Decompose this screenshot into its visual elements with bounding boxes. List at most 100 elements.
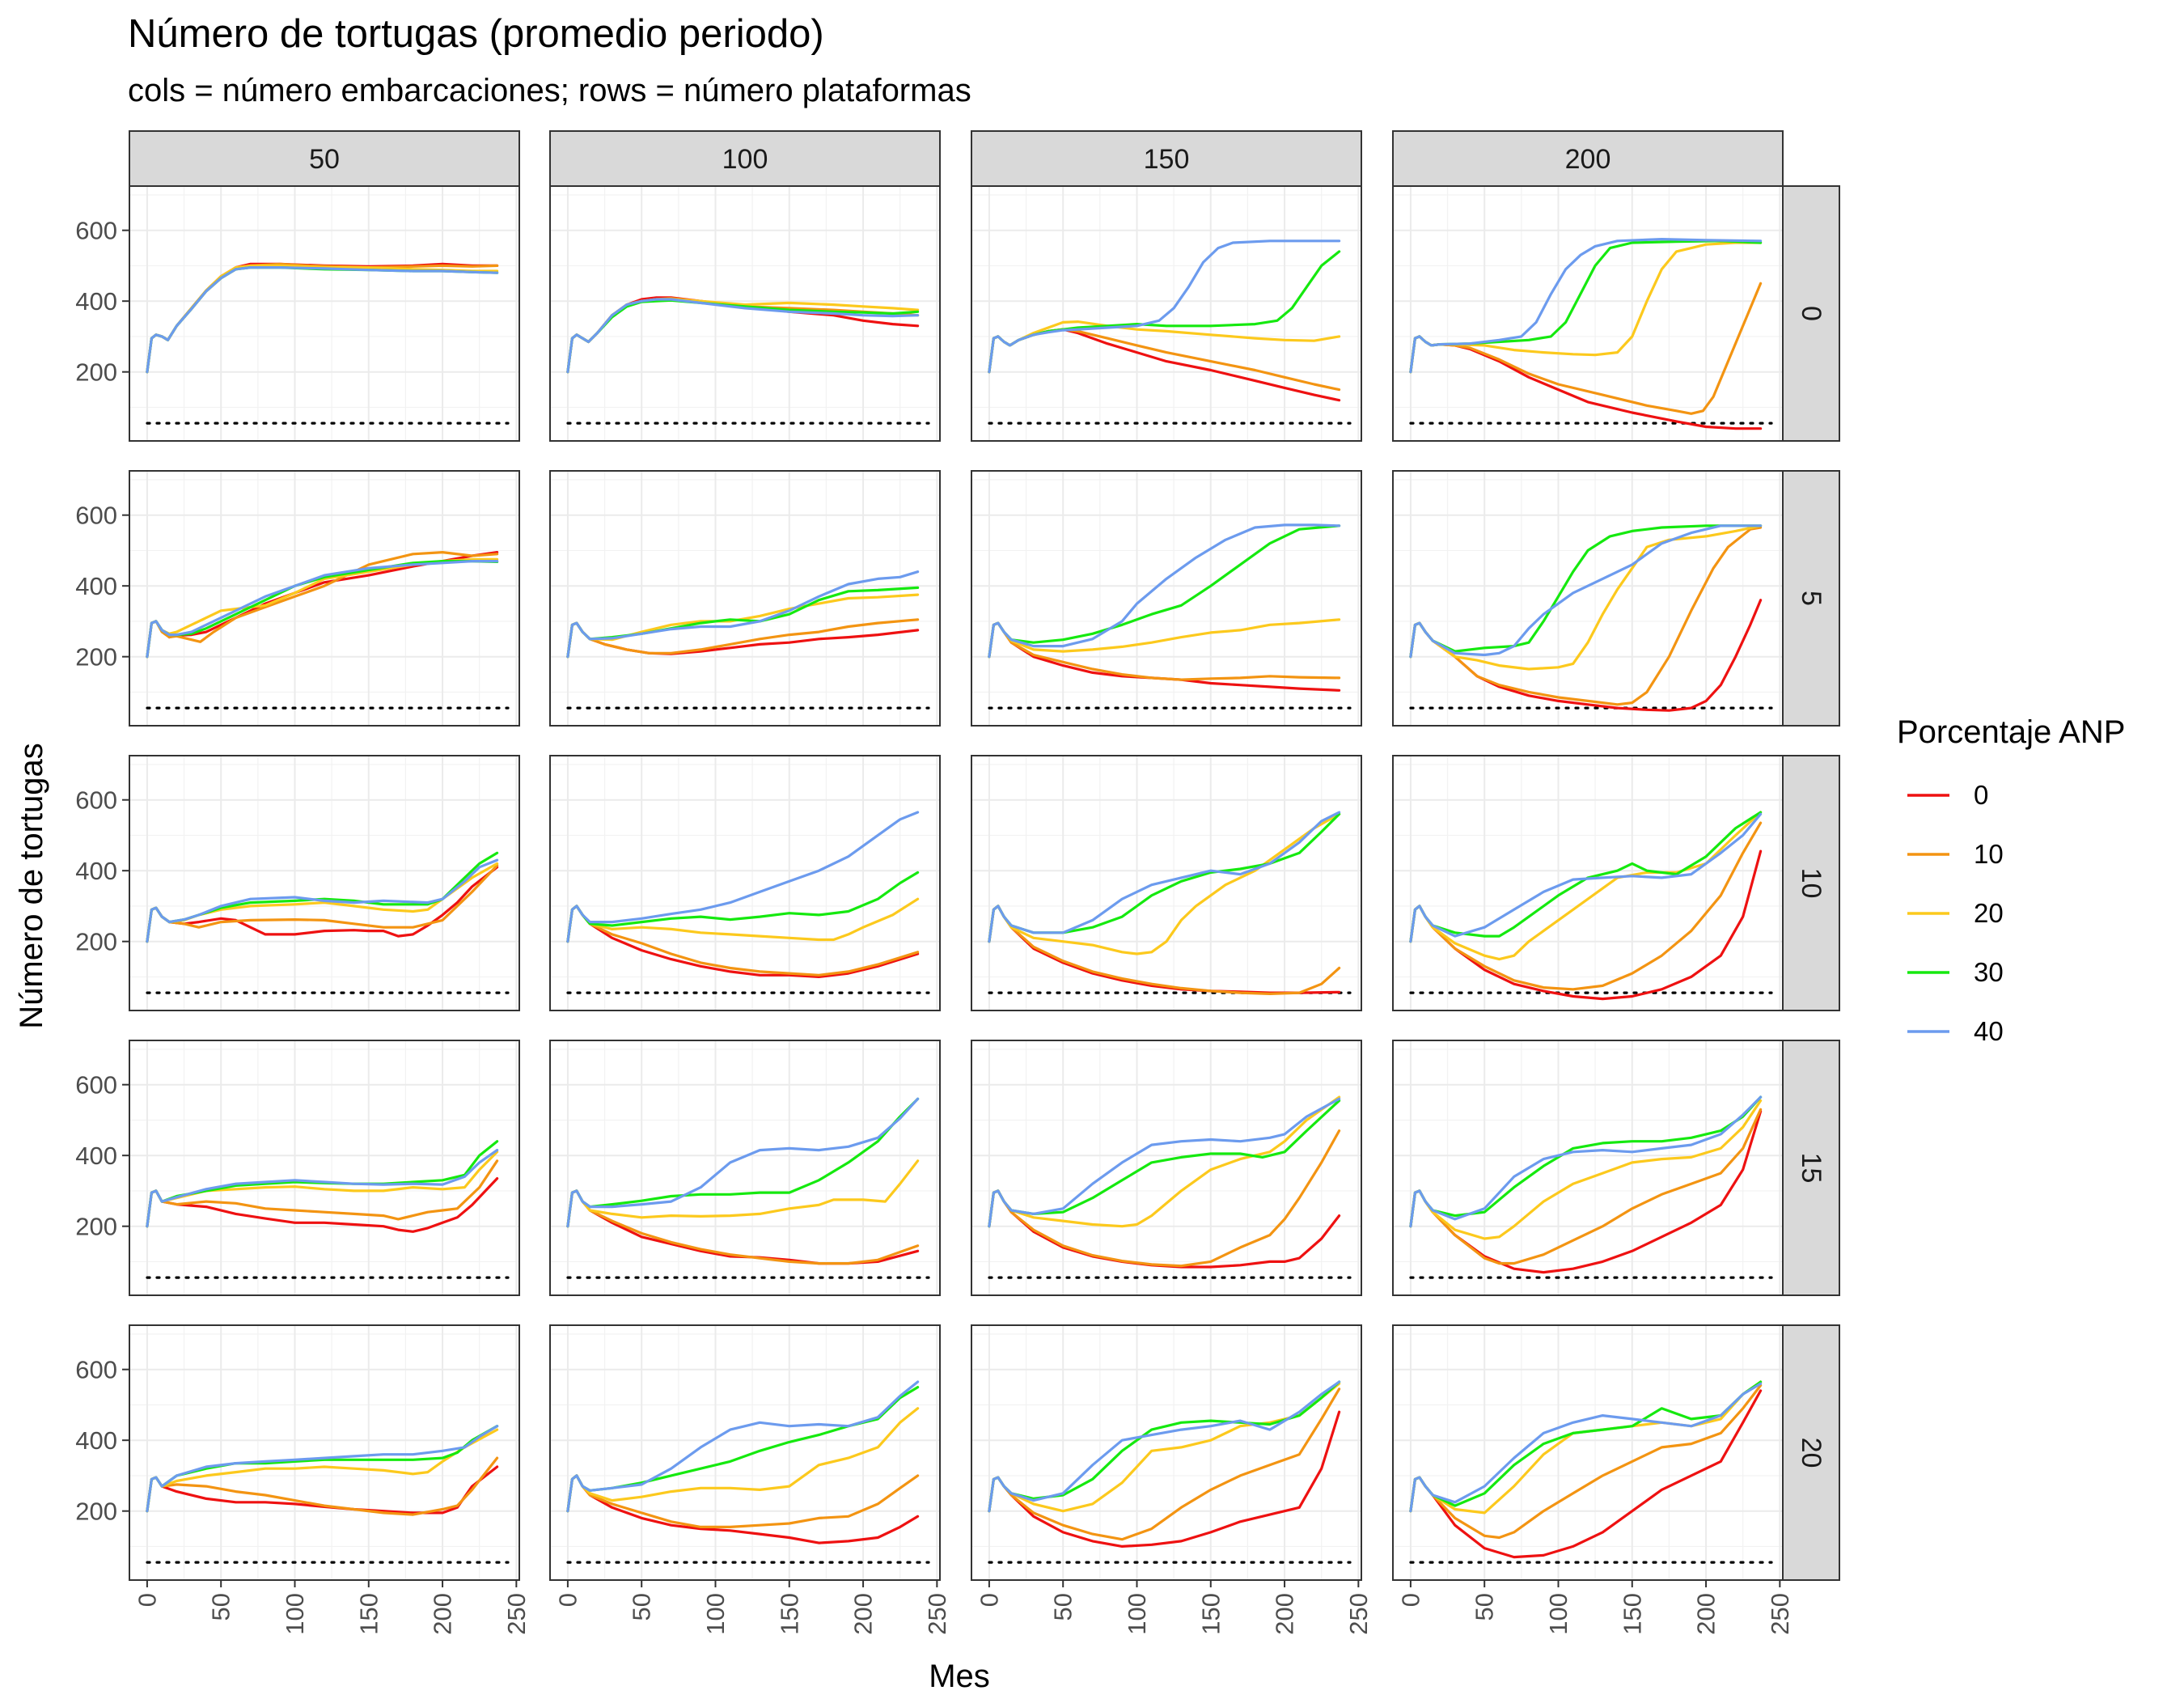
series-line-40 (146, 858, 499, 943)
y-tick-label: 200 (75, 928, 117, 956)
x-tick-label: 100 (1544, 1593, 1572, 1635)
panel-background (971, 1325, 1361, 1580)
minor-gridlines (971, 1325, 1361, 1580)
y-tick-label: 400 (75, 287, 117, 316)
facet-panel: 200 400 600 (75, 470, 520, 727)
series-line-40 (566, 1097, 920, 1228)
series-line-40 (566, 1380, 920, 1513)
panel-border (971, 1040, 1362, 1296)
column-strip-label: 150 (1144, 144, 1190, 175)
facet-panel (971, 470, 1362, 727)
x-tick-label: 250 (1766, 1593, 1794, 1635)
minor-gridlines (1393, 756, 1783, 1011)
facet-panel: 0 50 100 150 200 250 (1392, 1324, 1794, 1635)
facet-panel: 0 50 100 150 200 250 (549, 1324, 951, 1635)
major-gridlines (550, 756, 940, 1011)
series-line-40 (988, 1097, 1341, 1228)
panel-background (1393, 1325, 1783, 1580)
facet-panel: 200 400 600 (75, 1040, 520, 1296)
panel-border (1392, 1324, 1784, 1581)
y-tick-label: 200 (75, 1213, 117, 1241)
facet-panel (971, 1040, 1362, 1296)
row-strip-label: 20 (1796, 1438, 1826, 1468)
minor-gridlines (1393, 1325, 1783, 1580)
minor-gridlines (971, 756, 1361, 1011)
x-tick-label: 50 (1471, 1593, 1499, 1621)
legend-label: 0 (1974, 780, 1988, 810)
x-tick-label: 250 (923, 1593, 951, 1635)
panel-border (971, 755, 1362, 1011)
series-line-40 (146, 1148, 499, 1228)
panel-border (549, 755, 941, 1011)
facet-panel (549, 470, 941, 727)
panel-background (1393, 471, 1783, 726)
x-tick-label: 200 (429, 1593, 457, 1635)
facet-panel (549, 185, 941, 442)
series-line-40 (566, 811, 920, 943)
major-gridlines (1393, 756, 1783, 1011)
major-gridlines (129, 471, 519, 726)
y-tick-label: 200 (75, 643, 117, 672)
x-tick-label: 250 (502, 1593, 531, 1635)
chart-title: Número de tortugas (promedio periodo) (128, 12, 824, 56)
column-strip-label: 100 (722, 144, 768, 175)
x-tick-label: 250 (1344, 1593, 1373, 1635)
series-line-40 (1409, 524, 1763, 659)
major-gridlines (1393, 1325, 1783, 1580)
minor-gridlines (971, 186, 1361, 441)
facet-panel (1392, 755, 1784, 1011)
minor-gridlines (550, 756, 940, 1011)
x-tick-label: 50 (628, 1593, 656, 1621)
facet-panel (549, 755, 941, 1011)
panel-background (129, 471, 519, 726)
panel-background (1393, 1040, 1783, 1295)
y-tick-label: 200 (75, 1498, 117, 1526)
panel-border (129, 1040, 520, 1296)
major-gridlines (971, 1040, 1361, 1295)
panel-border (971, 470, 1362, 727)
minor-gridlines (550, 186, 940, 441)
major-gridlines (129, 756, 519, 1011)
facet-panel (1392, 185, 1784, 442)
x-tick-label: 0 (975, 1593, 1003, 1607)
facet-panel (971, 755, 1362, 1011)
panel-border (1392, 185, 1784, 442)
legend-title: Porcentaje ANP (1897, 714, 2125, 750)
series-line-40 (146, 266, 499, 374)
series-line-40 (1409, 238, 1763, 374)
facet-panel: 0 50 100 150 200 250 (971, 1324, 1373, 1635)
major-gridlines (129, 186, 519, 441)
column-strip (129, 130, 520, 187)
x-tick-label: 100 (281, 1593, 309, 1635)
minor-gridlines (971, 471, 1361, 726)
series-line-40 (566, 298, 920, 374)
x-tick-label: 150 (775, 1593, 803, 1635)
panel-border (129, 1324, 520, 1581)
panel-border (1392, 470, 1784, 727)
legend-label: 40 (1974, 1016, 2004, 1046)
x-tick-label: 200 (849, 1593, 878, 1635)
panel-border (549, 185, 941, 442)
series-line-40 (988, 239, 1341, 374)
y-tick-label: 200 (75, 358, 117, 387)
panel-background (971, 1040, 1361, 1295)
minor-gridlines (1393, 471, 1783, 726)
series-line-40 (988, 523, 1341, 659)
facet-panel: 200 400 600 (75, 755, 520, 1011)
column-strip (549, 130, 941, 187)
y-tick-label: 600 (75, 1356, 117, 1384)
major-gridlines (129, 1040, 519, 1295)
x-tick-label: 0 (553, 1593, 582, 1607)
y-tick-label: 600 (75, 786, 117, 815)
x-tick-label: 100 (1123, 1593, 1151, 1635)
y-tick-label: 600 (75, 1071, 117, 1099)
facet-panel (1392, 470, 1784, 727)
panel-border (129, 755, 520, 1011)
series-line-40 (1409, 812, 1763, 943)
legend-label: 30 (1974, 957, 2004, 987)
column-strip-label: 200 (1565, 144, 1611, 175)
series-line-40 (146, 559, 499, 659)
minor-gridlines (1393, 186, 1783, 441)
minor-gridlines (129, 1325, 519, 1580)
series-line-40 (1409, 1095, 1763, 1228)
